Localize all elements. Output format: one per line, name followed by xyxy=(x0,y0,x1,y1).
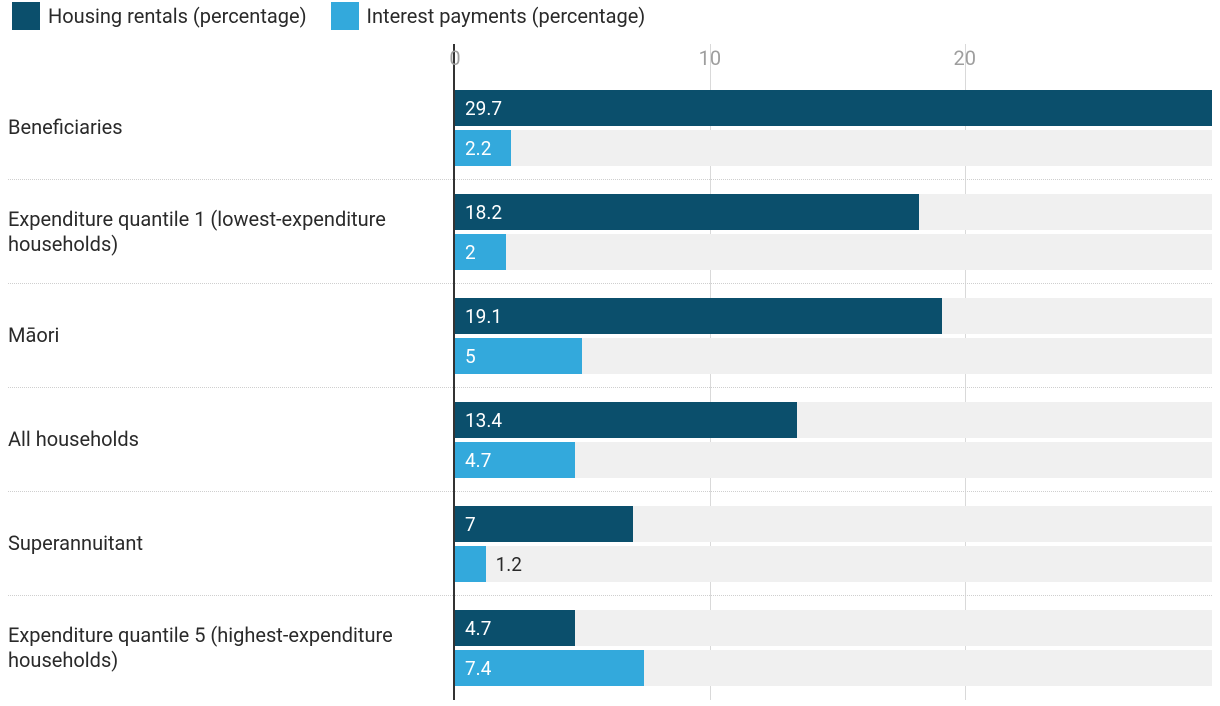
bar-housing xyxy=(455,402,797,438)
grouped-bar-chart: Housing rentals (percentage) Interest pa… xyxy=(0,0,1220,700)
bar-housing xyxy=(455,506,633,542)
legend-swatch-housing xyxy=(12,2,40,30)
legend-item-housing: Housing rentals (percentage) xyxy=(12,2,307,30)
x-tick-label: 10 xyxy=(699,46,721,70)
category-cell: Beneficiaries xyxy=(8,76,453,180)
bar-row: 29.7 2.2 xyxy=(455,76,1212,180)
bars-area: 01020 29.72.218.2219.1513.44.771.24.77.4 xyxy=(453,44,1212,700)
bar-row: 19.15 xyxy=(455,284,1212,388)
bar-value-label: 18.2 xyxy=(465,194,502,230)
plot-area: Beneficiaries Expenditure quantile 1 (lo… xyxy=(8,44,1212,700)
category-label: All households xyxy=(8,427,139,452)
category-label: Beneficiaries xyxy=(8,115,123,140)
bar-value-label: 7.4 xyxy=(465,650,491,686)
category-cell: Expenditure quantile 5 (highest-expendit… xyxy=(8,596,453,700)
bar-value-label: 7 xyxy=(465,506,476,542)
bar-track xyxy=(455,130,1212,166)
bar-row: 13.4 4.7 xyxy=(455,388,1212,492)
bar-interest xyxy=(455,234,506,270)
bar-value-label: 19.1 xyxy=(465,298,502,334)
legend-label-housing: Housing rentals (percentage) xyxy=(48,4,307,28)
legend: Housing rentals (percentage) Interest pa… xyxy=(12,2,1212,30)
category-cell: Expenditure quantile 1 (lowest-expenditu… xyxy=(8,180,453,284)
bar-value-label: 13.4 xyxy=(465,402,502,438)
bar-housing xyxy=(455,194,919,230)
bar-value-label: 1.2 xyxy=(496,546,522,582)
category-cell: Māori xyxy=(8,284,453,388)
category-label: Expenditure quantile 5 (highest-expendit… xyxy=(8,623,441,673)
bar-value-label: 5 xyxy=(465,338,476,374)
legend-label-interest: Interest payments (percentage) xyxy=(367,4,646,28)
legend-item-interest: Interest payments (percentage) xyxy=(331,2,646,30)
bar-interest xyxy=(455,546,486,582)
bar-row: 4.77.4 xyxy=(455,596,1212,700)
axis-spacer xyxy=(8,44,453,76)
bar-track xyxy=(455,234,1212,270)
bar-value-label: 2 xyxy=(465,234,476,270)
category-cell: Superannuitant xyxy=(8,492,453,596)
x-tick-label: 0 xyxy=(449,46,460,70)
x-tick-label: 20 xyxy=(954,46,976,70)
bar-housing xyxy=(455,298,942,334)
bar-value-label: 4.7 xyxy=(465,610,491,646)
category-axis: Beneficiaries Expenditure quantile 1 (lo… xyxy=(8,44,453,700)
x-axis: 01020 xyxy=(455,44,1212,76)
bar-value-label: 4.7 xyxy=(465,442,491,478)
category-cell: All households xyxy=(8,388,453,492)
bar-track xyxy=(455,546,1212,582)
bar-row: 18.22 xyxy=(455,180,1212,284)
bar-value-label: 2.2 xyxy=(465,130,491,166)
bar-row: 71.2 xyxy=(455,492,1212,596)
category-label: Expenditure quantile 1 (lowest-expenditu… xyxy=(8,207,441,257)
category-label: Superannuitant xyxy=(8,531,143,556)
bar-value-label: 29.7 xyxy=(465,90,502,126)
legend-swatch-interest xyxy=(331,2,359,30)
bar-housing xyxy=(455,90,1212,126)
category-label: Māori xyxy=(8,323,59,348)
